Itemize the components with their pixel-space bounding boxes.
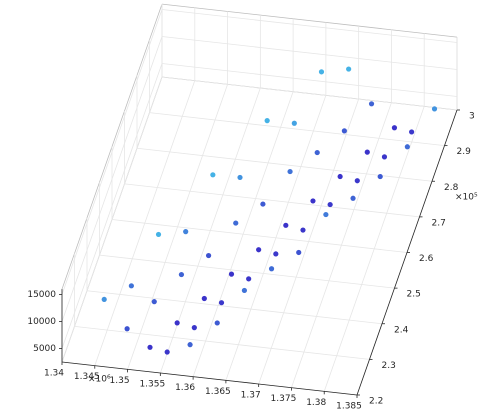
point (409, 129, 414, 134)
y-tick-label: 2.2 (369, 397, 383, 407)
point (287, 169, 292, 174)
point (310, 198, 315, 203)
x-tick-label: 1.375 (271, 394, 297, 404)
point (273, 251, 278, 256)
z-tick-label: 10000 (27, 317, 56, 327)
point (206, 253, 211, 258)
point (382, 154, 387, 159)
point (292, 121, 297, 126)
grid-line (162, 77, 457, 110)
box-edge (162, 4, 457, 37)
x-exponent: ×10⁶ (88, 375, 111, 385)
point (125, 326, 130, 331)
point (355, 178, 360, 183)
point (210, 172, 215, 177)
point (260, 201, 265, 206)
y-tick-label: 2.4 (394, 325, 409, 335)
y-tick-label: 2.3 (382, 361, 396, 371)
point (405, 144, 410, 149)
point (432, 106, 437, 111)
grid-line (150, 113, 445, 146)
y-tick-label: 2.8 (444, 183, 459, 193)
y-exponent: ×10⁵ (455, 193, 478, 203)
point (315, 150, 320, 155)
point (365, 150, 370, 155)
point (165, 349, 170, 354)
point (300, 227, 305, 232)
point (187, 342, 192, 347)
grid-line (100, 255, 395, 288)
point (179, 272, 184, 277)
chart: 1.341.3451.351.3551.361.3651.371.3751.38… (0, 0, 490, 414)
point (392, 125, 397, 130)
grid-line (75, 326, 370, 359)
point (156, 232, 161, 237)
x-tick-label: 1.365 (205, 387, 231, 397)
point (175, 320, 180, 325)
x-tick-label: 1.36 (175, 383, 195, 393)
point (192, 325, 197, 330)
y-axis (357, 110, 457, 395)
point (269, 266, 274, 271)
point (233, 220, 238, 225)
x-tick-label: 1.38 (306, 398, 326, 408)
point (246, 276, 251, 281)
y-tick-label: 3 (469, 112, 475, 122)
grid-line (62, 37, 162, 322)
x-tick-label: 1.37 (241, 391, 261, 401)
point (102, 297, 107, 302)
grid-line (125, 184, 420, 217)
grid-layer (62, 4, 457, 395)
point (323, 212, 328, 217)
point (229, 272, 234, 277)
y-tick-label: 2.9 (457, 147, 472, 157)
point (265, 118, 270, 123)
point (202, 296, 207, 301)
z-tick-label: 15000 (27, 290, 56, 300)
point (219, 300, 224, 305)
point (129, 283, 134, 288)
point (378, 174, 383, 179)
point (152, 299, 157, 304)
x-tick-label: 1.35 (110, 376, 130, 386)
point (350, 196, 355, 201)
point (215, 320, 220, 325)
point (328, 202, 333, 207)
point (183, 229, 188, 234)
z-tick-label: 5000 (33, 344, 56, 354)
x-tick-label: 1.355 (139, 380, 165, 390)
grid-line (162, 10, 457, 43)
grid-line (162, 37, 457, 70)
grid-line (62, 10, 162, 295)
grid-line (137, 148, 432, 181)
point (369, 101, 374, 106)
y-tick-label: 2.7 (432, 218, 446, 228)
point (256, 247, 261, 252)
y-tick-label: 2.6 (419, 254, 434, 264)
y-tick-label: 2.5 (407, 290, 421, 300)
point (319, 69, 324, 74)
x-tick-label: 1.385 (336, 402, 362, 412)
point (283, 223, 288, 228)
point (242, 288, 247, 293)
grid-line (162, 64, 457, 97)
grid-line (87, 291, 382, 324)
point (296, 250, 301, 255)
point (338, 174, 343, 179)
grid-line (62, 64, 162, 349)
point (147, 345, 152, 350)
point (342, 128, 347, 133)
point (346, 66, 351, 71)
point (237, 175, 242, 180)
x-tick-label: 1.34 (44, 369, 64, 379)
